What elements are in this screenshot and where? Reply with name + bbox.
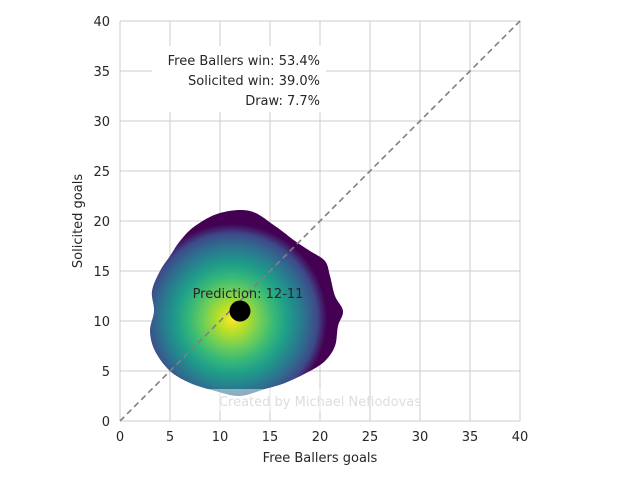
x-tick-label: 15 bbox=[262, 430, 279, 445]
x-tick-labels: 0 5 10 15 20 25 30 35 40 bbox=[116, 430, 528, 445]
y-tick-labels: 0 5 10 15 20 25 30 35 40 bbox=[93, 15, 110, 430]
y-tick-label: 30 bbox=[93, 115, 110, 130]
y-tick-label: 40 bbox=[93, 15, 110, 30]
solicited-win-text: Solicited win: 39.0% bbox=[188, 74, 320, 89]
watermark-background bbox=[207, 389, 347, 411]
x-tick-label: 25 bbox=[362, 430, 379, 445]
free-ballers-win-text: Free Ballers win: 53.4% bbox=[168, 54, 320, 69]
watermark: Created by Michael Nefiodovas bbox=[219, 395, 421, 410]
x-tick-label: 40 bbox=[512, 430, 529, 445]
y-axis-label: Solicited goals bbox=[71, 174, 86, 268]
y-tick-label: 15 bbox=[93, 265, 110, 280]
x-tick-label: 35 bbox=[462, 430, 479, 445]
prediction-label: Prediction: 12-11 bbox=[193, 287, 304, 302]
win-probability-box: Free Ballers win: 53.4% Solicited win: 3… bbox=[152, 46, 326, 112]
reference-diagonal bbox=[119, 20, 521, 422]
x-tick-label: 0 bbox=[116, 430, 124, 445]
prediction-point bbox=[229, 300, 251, 322]
y-tick-label: 25 bbox=[93, 165, 110, 180]
x-tick-label: 10 bbox=[212, 430, 229, 445]
draw-text: Draw: 7.7% bbox=[245, 94, 320, 109]
x-tick-label: 20 bbox=[312, 430, 329, 445]
stats-box-background bbox=[152, 46, 326, 112]
y-tick-label: 0 bbox=[102, 415, 110, 430]
x-tick-label: 30 bbox=[412, 430, 429, 445]
y-tick-label: 10 bbox=[93, 315, 110, 330]
y-tick-label: 5 bbox=[102, 365, 110, 380]
y-tick-label: 35 bbox=[93, 65, 110, 80]
prediction-points: Prediction: 12-11 bbox=[193, 287, 304, 322]
y-tick-label: 20 bbox=[93, 215, 110, 230]
x-axis-label: Free Ballers goals bbox=[263, 451, 378, 466]
x-tick-label: 5 bbox=[166, 430, 174, 445]
